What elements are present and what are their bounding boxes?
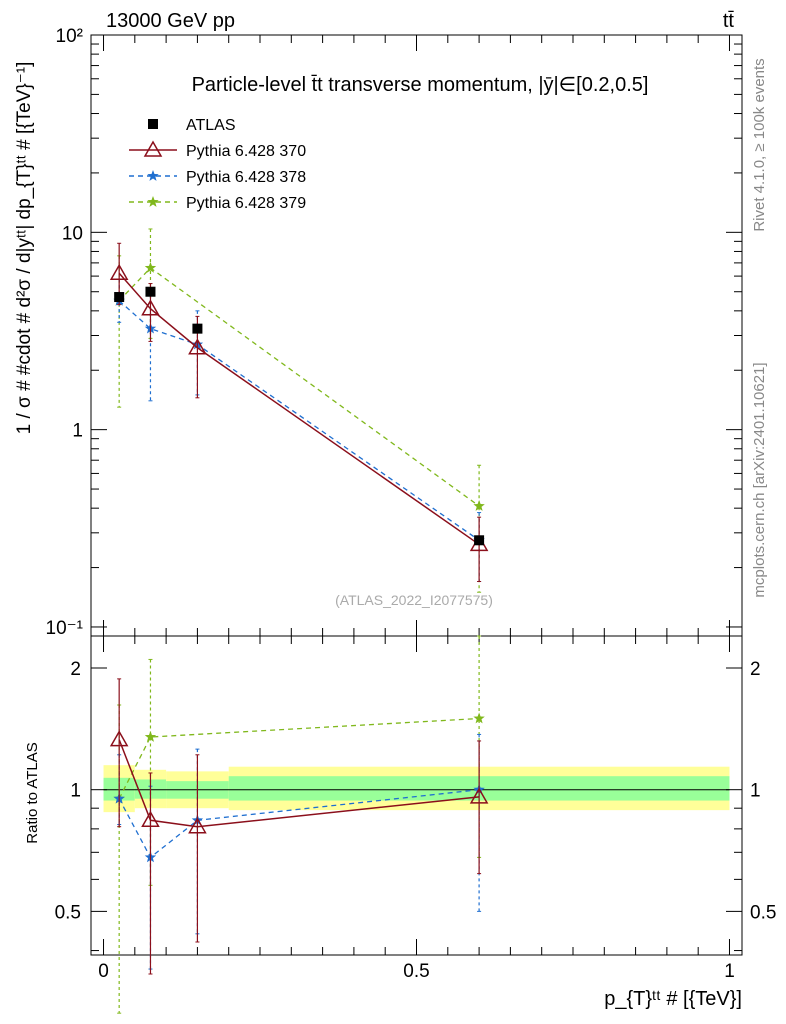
ratio-y-tick-label-right: 1 xyxy=(750,781,761,802)
legend-label-pythia-6-428-378: Pythia 6.428 378 xyxy=(186,169,306,186)
main-axis-ticks: 10⁻¹ 1 10 10² xyxy=(46,26,742,639)
analysis-watermark: (ATLAS_2022_I2077575) xyxy=(335,592,493,608)
x-axis-label: p_{T}ᵗᵗ # [{TeV}] xyxy=(604,988,742,1010)
ratio-pythia-6-428-370-data-point xyxy=(469,787,489,804)
main-atlas-data-point xyxy=(114,292,125,303)
main-y-tick-label: 10 xyxy=(62,223,83,244)
legend-label-pythia-6-428-379: Pythia 6.428 379 xyxy=(186,195,306,212)
ratio-panel: 0.5 0.5 1 1 2 2 0 0.5 1 Ratio to ATLAS p_{T}ᵗᵗ #… xyxy=(24,635,776,1014)
x-tick-label: 0.5 xyxy=(403,961,429,982)
main-panel: 10⁻¹ 1 10 10² Particle-level t̄t transverse… xyxy=(14,26,743,639)
ratio-data-series xyxy=(109,635,489,1014)
mcplots-credit-label: mcplots.cern.ch [arXiv:2401.10621] xyxy=(751,362,768,597)
x-tick-label: 0 xyxy=(98,961,109,982)
main-atlas-data-point xyxy=(145,286,156,297)
ratio-y-axis-label: Ratio to ATLAS xyxy=(24,742,41,843)
header-process-label: tt̄ xyxy=(723,10,735,32)
legend-marker-atlas xyxy=(148,119,158,129)
legend-marker-pythia-6-428-370 xyxy=(143,140,163,157)
main-pythia-6-428-379-series-line xyxy=(118,267,480,507)
ratio-pythia-6-428-370-series-line xyxy=(118,739,480,828)
main-pythia-6-428-379-data-point xyxy=(473,500,485,511)
main-y-tick-label: 10⁻¹ xyxy=(46,618,84,639)
ratio-y-tick-label-left: 0.5 xyxy=(55,902,81,923)
legend-marker-pythia-6-428-378 xyxy=(147,170,159,181)
ratio-pythia-6-428-370-data-point xyxy=(141,810,160,828)
main-plot-title: Particle-level t̄t transverse momentum, … xyxy=(192,74,649,96)
x-tick-label: 1 xyxy=(724,961,735,982)
legend: ATLAS Pythia 6.428 370 Pythia 6.428 378 Pyt… xyxy=(129,117,306,212)
ratio-pythia-6-428-379-data-point xyxy=(473,712,485,724)
main-y-tick-label: 1 xyxy=(72,421,83,442)
main-pythia-6-428-370-data-point xyxy=(188,338,207,355)
ratio-uncertainty-bands xyxy=(103,765,730,813)
ratio-y-tick-label-left: 2 xyxy=(70,659,81,680)
ratio-axis-ticks: 0.5 0.5 1 1 2 2 0 0.5 1 xyxy=(55,636,776,982)
main-pythia-6-428-378-series-line xyxy=(118,300,480,541)
ratio-y-tick-label-right: 0.5 xyxy=(750,902,776,923)
main-pythia-6-428-370-data-point xyxy=(109,263,129,281)
main-y-axis-label: 1 / σ # #cdot # d²σ / d|yᵗᵗ| dp_{T}ᵗᵗ # … xyxy=(14,62,35,435)
main-atlas-data-point xyxy=(192,323,203,334)
ratio-pythia-6-428-370-data-point xyxy=(109,730,129,747)
ratio-y-tick-label-right: 2 xyxy=(750,659,761,680)
main-atlas-data-point xyxy=(474,535,485,546)
main-pythia-6-428-370-data-point xyxy=(141,299,160,316)
legend-label-atlas: ATLAS xyxy=(186,117,236,134)
main-data-series xyxy=(109,228,489,593)
ratio-y-tick-label-left: 1 xyxy=(70,781,81,802)
rivet-version-label: Rivet 4.1.0, ≥ 100k events xyxy=(751,58,768,231)
header-energy-label: 13000 GeV pp xyxy=(106,10,235,32)
ratio-pythia-6-428-379-data-point xyxy=(144,731,157,742)
ratio-pythia-6-428-379-series-line xyxy=(118,717,480,799)
main-y-tick-label: 10² xyxy=(56,26,83,47)
legend-label-pythia-6-428-370: Pythia 6.428 370 xyxy=(186,143,306,160)
main-pythia-6-428-370-series-line xyxy=(118,272,480,546)
legend-marker-pythia-6-428-379 xyxy=(147,196,159,207)
ratio-pythia-6-428-370-data-point xyxy=(188,817,207,834)
main-pythia-6-428-379-data-point xyxy=(144,261,157,273)
